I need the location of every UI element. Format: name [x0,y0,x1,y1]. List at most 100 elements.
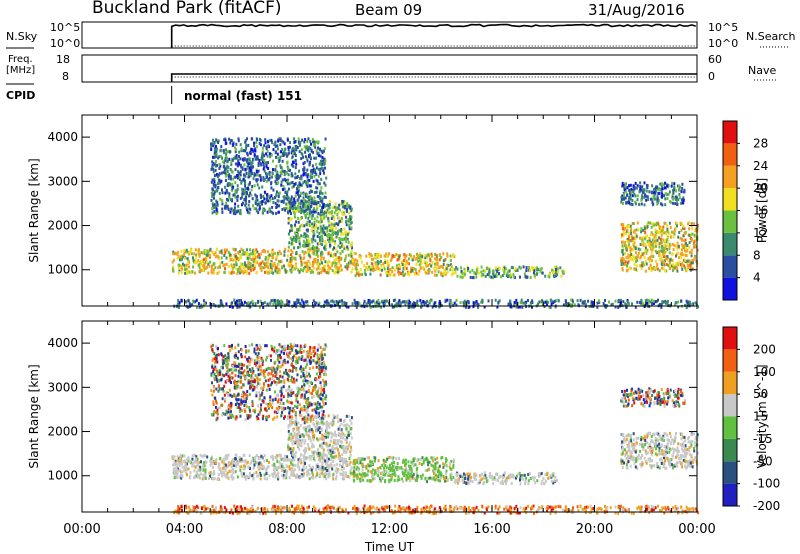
power-echo-cell [287,152,290,156]
power-echo-cell [663,255,665,258]
power-echo-cell [633,267,636,271]
power-echo-cell [270,210,273,214]
power-echo-cell [267,166,270,170]
power-echo-cell [509,299,511,303]
power-echo-cell [236,271,239,275]
power-echo-cell [322,264,325,268]
power-echo-cell [258,253,260,257]
power-echo-cell [311,137,314,141]
power-echo-cell [249,262,252,266]
power-echo-cell [235,210,238,214]
power-echo-cell [620,257,623,261]
power-echo-cell [317,212,320,215]
power-echo-cell [683,190,686,194]
velocity-echo-cell [310,454,313,458]
power-echo-cell [662,225,665,229]
power-echo-cell [649,242,652,246]
power-echo-cell [299,205,302,209]
power-echo-cell [239,302,242,306]
power-echo-cell [234,259,237,263]
power-echo-cell [268,208,271,212]
power-echo-cell [328,201,331,205]
power-echo-cell [221,260,224,264]
power-echo-cell [276,205,279,208]
power-echo-cell [285,206,288,210]
power-echo-cell [226,150,229,154]
power-echo-cell [294,207,297,210]
power-echo-cell [290,253,292,257]
power-echo-cell [665,244,668,248]
power-echo-cell [329,229,331,233]
power-echo-cell [374,267,377,271]
power-echo-cell [306,148,309,152]
power-echo-cell [662,246,665,250]
power-echo-cell [209,247,212,251]
power-echo-cell [295,234,298,238]
power-echo-cell [685,306,688,309]
power-echo-cell [349,206,352,210]
power-echo-cell [180,270,183,274]
power-echo-cell [350,254,353,258]
power-echo-cell [677,300,680,304]
power-echo-cell [192,299,194,303]
power-echo-cell [312,299,315,303]
velocity-echo-cell [204,473,207,477]
power-echo-cell [671,230,674,234]
velocity-echo-cell [330,462,332,466]
power-echo-cell [254,253,257,257]
nsearch-tick-top: 10^5 [708,21,739,34]
power-echo-cell [323,267,326,270]
power-echo-cell [631,302,633,306]
power-echo-cell [498,299,501,303]
power-echo-cell [689,236,692,240]
power-echo-cell [536,266,538,270]
power-echo-cell [294,215,296,219]
power-echo-cell [652,241,655,245]
power-echo-cell [682,226,685,230]
power-echo-cell [608,300,610,304]
power-echo-cell [399,265,402,269]
power-echo-cell [181,255,184,259]
power-echo-cell [398,255,401,259]
power-echo-cell [302,204,305,208]
power-echo-cell [289,145,291,149]
power-echo-cell [209,260,212,264]
nsky-series-line [170,23,696,48]
power-echo-cell [215,138,218,142]
power-echo-cell [251,299,254,303]
power-echo-cell [455,303,458,307]
power-echo-cell [320,250,323,254]
power-echo-cell [326,299,329,303]
power-echo-cell [330,217,333,221]
velocity-echo-cell [307,425,310,429]
power-echo-cell [253,153,256,157]
power-echo-cell [633,241,636,245]
velocity-echo-cell [330,464,333,468]
power-echo-cell [324,226,327,230]
power-echo-cell [213,210,216,214]
power-echo-cell [248,261,251,265]
velocity-echo-cell [309,457,312,461]
power-echo-cell [268,176,271,180]
power-echo-cell [296,175,299,178]
power-echo-cell [180,258,183,261]
power-echo-cell [327,264,330,268]
velocity-echo-cell [307,445,310,449]
power-echo-cell [317,151,320,155]
power-echo-cell [548,272,551,276]
power-echo-cell [640,198,643,202]
power-echo-cell [264,138,267,142]
velocity-echo-cell [336,469,339,473]
power-echo-cell [382,262,385,266]
velocity-echo-cell [202,476,205,480]
power-echo-cell [291,146,294,150]
power-echo-cell [625,246,627,250]
power-echo-cell [224,155,227,159]
power-echo-cell [676,266,679,270]
power-echo-cell [229,168,232,171]
power-echo-cell [624,260,627,264]
power-echo-cell [220,256,223,260]
power-echo-cell [210,180,213,184]
velocity-echo-cell [312,422,315,426]
power-echo-cell [204,249,207,253]
